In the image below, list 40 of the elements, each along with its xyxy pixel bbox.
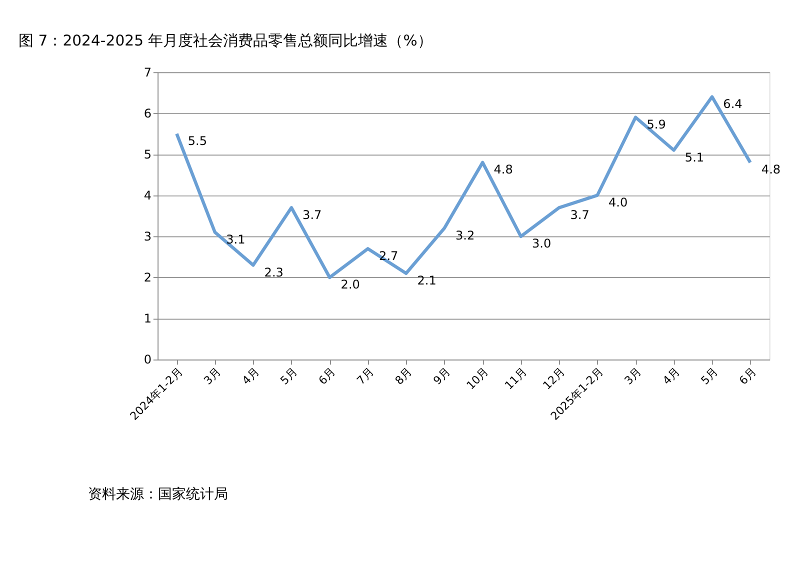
data-label: 3.2 — [456, 228, 475, 242]
x-tick-label: 7月 — [354, 365, 376, 388]
data-label: 5.5 — [188, 134, 208, 148]
data-label: 3.7 — [302, 208, 322, 222]
data-label: 2.0 — [340, 278, 360, 292]
data-label: 2.7 — [379, 248, 398, 263]
chart-title: 图 7：2024-2025 年月度社会消费品零售总额同比增速（%） — [18, 32, 432, 50]
x-tick-label: 3月 — [201, 365, 224, 388]
y-tick-label: 4 — [144, 188, 152, 203]
x-tick-label: 4月 — [240, 365, 262, 388]
y-tick-label: 5 — [144, 147, 152, 162]
x-tick-label: 6月 — [736, 365, 759, 388]
y-tick-label: 1 — [144, 312, 152, 326]
y-tick-label: 6 — [144, 106, 152, 120]
data-label: 6.4 — [723, 96, 742, 111]
x-tick-label: 5月 — [278, 365, 300, 388]
y-tick-label: 2 — [144, 270, 152, 285]
data-label: 5.1 — [684, 150, 704, 164]
data-label: 3.0 — [532, 236, 552, 251]
data-label: 5.9 — [646, 117, 666, 132]
x-tick-label: 3月 — [622, 365, 644, 388]
data-label: 2.1 — [417, 273, 436, 288]
x-tick-label: 8月 — [392, 365, 415, 388]
x-tick-label: 5月 — [698, 365, 721, 388]
x-tick-label: 4月 — [660, 365, 682, 388]
x-tick-label: 9月 — [430, 365, 453, 388]
data-label: 3.7 — [570, 208, 590, 222]
y-tick-label: 3 — [144, 230, 152, 244]
y-tick-label: 0 — [144, 352, 152, 367]
y-tick-label: 7 — [144, 65, 152, 80]
data-label: 3.1 — [226, 232, 246, 246]
data-label: 4.8 — [761, 162, 781, 177]
data-label: 4.0 — [608, 195, 628, 210]
x-tick-label: 11月 — [502, 365, 530, 392]
x-tick-label: 10月 — [464, 365, 492, 392]
x-tick-label: 12月 — [540, 365, 568, 392]
data-label: 2.3 — [264, 265, 284, 280]
data-label: 4.8 — [494, 162, 513, 177]
x-tick-label: 6月 — [316, 365, 338, 388]
text: 资料来源：国家统计局 — [88, 486, 228, 503]
